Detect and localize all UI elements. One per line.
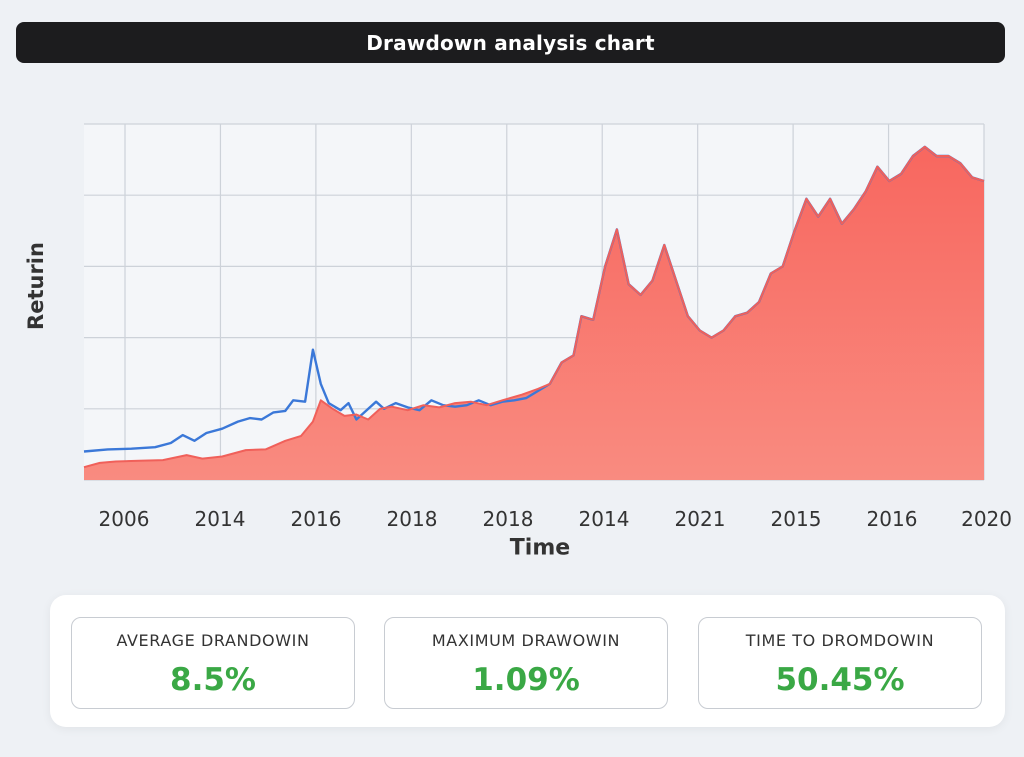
chart-title-bar: Drawdown analysis chart xyxy=(16,22,1005,63)
drawdown-line xyxy=(83,145,985,469)
x-tick-label: 2020 xyxy=(961,507,1012,531)
series-layer xyxy=(83,145,985,481)
x-tick-label: 2006 xyxy=(99,507,150,531)
stat-card-maximum-drawdown: MAXIMUM DRAWOWIN 1.09% xyxy=(384,617,668,709)
stat-card-time-to-drawdown: TIME TO DROMDOWIN 50.45% xyxy=(698,617,982,709)
x-tick-label: 2014 xyxy=(579,507,630,531)
stat-value: 1.09% xyxy=(472,662,580,698)
x-axis-label: Time xyxy=(509,535,571,561)
x-tick-label: 2021 xyxy=(675,507,726,531)
x-tick-label: 2016 xyxy=(291,507,342,531)
drawdown-area xyxy=(84,146,984,481)
stat-label: MAXIMUM DRAWOWIN xyxy=(431,631,621,650)
stats-panel: AVERAGE DRANDOWIN 8.5% MAXIMUM DRAWOWIN … xyxy=(50,595,1005,727)
y-axis-label: Returin xyxy=(24,242,48,330)
stat-label: TIME TO DROMDOWIN xyxy=(745,631,935,650)
drawdown-chart: 2006 2014 2016 2018 2018 2014 2021 2015 2016 2020 xyxy=(83,123,1012,531)
x-tick-label: 2018 xyxy=(483,507,534,531)
x-axis-ticks: 2006 2014 2016 2018 2018 2014 2021 2015 2016 2020 xyxy=(99,507,1012,531)
x-tick-label: 2015 xyxy=(771,507,822,531)
stat-card-average-drawdown: AVERAGE DRANDOWIN 8.5% xyxy=(71,617,355,709)
x-tick-label: 2014 xyxy=(195,507,246,531)
stat-value: 50.45% xyxy=(775,662,905,698)
stat-label: AVERAGE DRANDOWIN xyxy=(116,631,310,650)
stat-value: 8.5% xyxy=(170,662,256,698)
x-tick-label: 2016 xyxy=(867,507,918,531)
x-tick-label: 2018 xyxy=(387,507,438,531)
chart-title: Drawdown analysis chart xyxy=(366,30,655,55)
